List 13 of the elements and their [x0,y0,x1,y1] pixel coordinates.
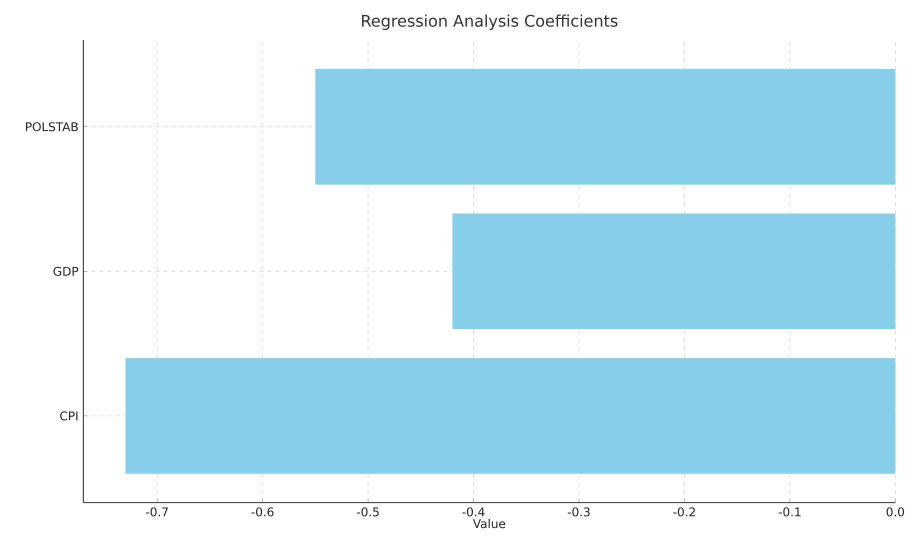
x-tick-label: -0.1 [778,507,800,516]
x-axis-title: Value [472,518,506,528]
x-tick-label: -0.2 [673,507,695,516]
chart-title: Regression Analysis Coefficients [362,14,618,30]
x-tick-label: 0.0 [886,507,904,516]
x-tick-label: -0.4 [462,507,485,516]
y-tick-label: CPI [60,411,78,420]
x-tick-label: -0.3 [568,507,590,516]
y-tick-label: POLSTAB [26,122,78,132]
x-tick-label: -0.7 [146,507,168,516]
x-tick-label: -0.6 [251,507,274,516]
y-tick-label: GDP [54,266,78,276]
x-tick-label: -0.5 [356,507,379,516]
